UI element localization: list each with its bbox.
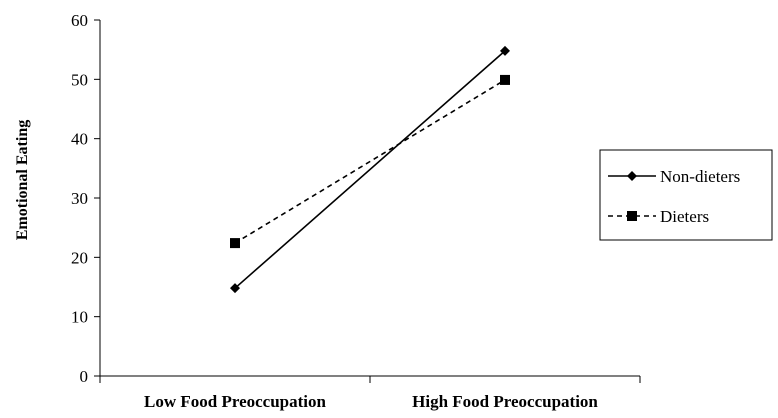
legend-marker-dieters [627, 211, 637, 221]
legend-marker-non-dieters [627, 171, 637, 181]
y-tick-label: 20 [71, 248, 88, 267]
legend-label-non-dieters: Non-dieters [660, 167, 740, 186]
legend-label-dieters: Dieters [660, 207, 709, 226]
y-tick-label: 0 [80, 367, 89, 386]
series-line-dieters [234, 79, 506, 244]
x-category-label: High Food Preoccupation [412, 392, 598, 411]
series-line-non-dieters [234, 50, 506, 289]
y-axis-title: Emotional Eating [14, 120, 31, 240]
data-point-non-dieters [500, 45, 510, 56]
y-tick-label: 60 [71, 11, 88, 30]
data-point-dieters [230, 238, 240, 249]
y-tick-label: 30 [71, 189, 88, 208]
data-point-non-dieters [230, 283, 240, 294]
series-non-dieters [230, 45, 510, 294]
legend-box [599, 149, 773, 241]
data-point-dieters [500, 74, 510, 85]
series-dieters [230, 74, 510, 249]
legend: Non-dieters Dieters [599, 149, 773, 241]
y-tick-label: 50 [71, 70, 88, 89]
x-category-label: Low Food Preoccupation [144, 392, 327, 411]
y-tick-label: 40 [71, 130, 88, 149]
y-tick-label: 10 [71, 308, 88, 327]
